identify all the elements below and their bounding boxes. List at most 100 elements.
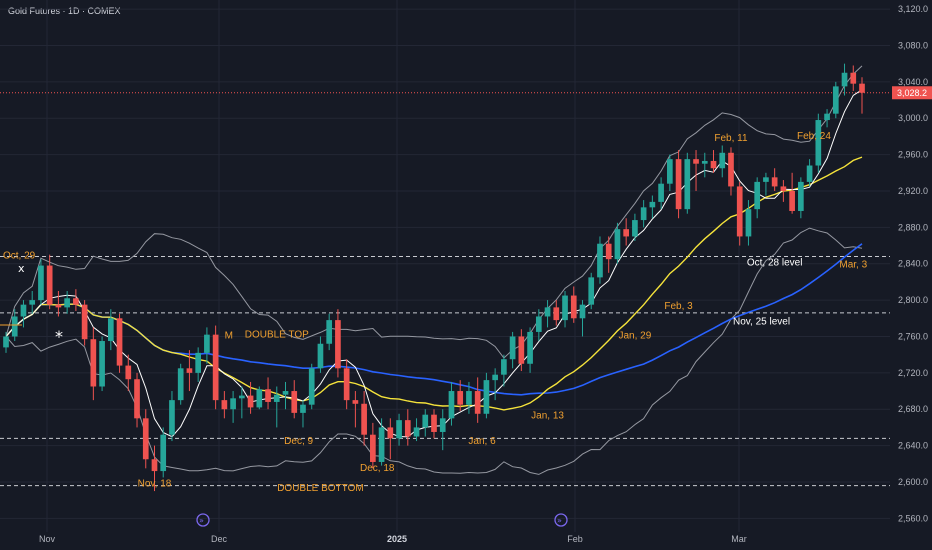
annotation-label: DOUBLE BOTTOM: [277, 483, 364, 494]
candle-body: [73, 298, 79, 305]
candle-body: [230, 398, 236, 410]
annotation-label: Dec, 9: [284, 436, 313, 447]
annotation-label: Jan, 29: [618, 330, 651, 341]
y-tick-label: 2,920.0: [898, 186, 928, 196]
candle-body: [754, 181, 761, 210]
candle-body: [343, 368, 350, 401]
candle-body: [134, 379, 140, 419]
lower-band-line: [5, 227, 863, 475]
current-price-tag: 3,028.2: [892, 86, 932, 100]
annotation-label: Nov, 18: [138, 479, 172, 490]
candle-body: [763, 177, 769, 182]
y-tick-label: 3,000.0: [898, 113, 928, 123]
current-price-value: 3,028.2: [897, 88, 927, 98]
y-tick-label: 2,880.0: [898, 222, 928, 232]
candle-body: [684, 159, 691, 210]
candle-body: [710, 160, 717, 169]
sma-mid-line: [5, 156, 863, 411]
candle-body: [675, 159, 682, 210]
annotation-label: Oct, 28 level: [747, 258, 803, 269]
x-tick-label: Feb: [567, 534, 583, 544]
candle-body: [370, 434, 376, 462]
candle-body: [317, 343, 324, 369]
cross-marker-icon: x: [18, 262, 25, 275]
candle-body: [247, 395, 254, 408]
candle-body: [509, 336, 516, 360]
y-tick-label: 2,960.0: [898, 150, 928, 160]
annotation-label: Jan, 6: [468, 436, 496, 447]
candle-body: [439, 418, 446, 432]
candle-body: [38, 265, 44, 301]
candle-body: [256, 389, 263, 408]
candle-body: [789, 190, 795, 211]
candle-body: [640, 207, 647, 221]
candle-body: [265, 389, 271, 402]
candle-body: [169, 400, 175, 435]
candles[interactable]: [3, 63, 865, 492]
time-axis: Nov Dec 2025 Feb Mar: [39, 534, 747, 544]
candle-body: [238, 395, 245, 399]
event-arrow-icon: »: [557, 516, 562, 525]
y-tick-label: 3,080.0: [898, 40, 928, 50]
event-icons[interactable]: » »: [196, 513, 568, 527]
candle-body: [649, 201, 656, 208]
candle-body: [466, 391, 472, 405]
x-tick-label: Mar: [731, 534, 747, 544]
candle-body: [151, 459, 158, 472]
candle-body: [535, 316, 542, 332]
candle-body: [90, 339, 97, 387]
candle-body: [614, 229, 621, 260]
annotation-label: Feb, 3: [664, 301, 693, 312]
annotations: Oct, 29 Nov, 18 Dec, 9 Dec, 18 Jan, 6 Jan, 13…: [3, 131, 868, 494]
candle-body: [527, 331, 533, 364]
candle-body: [142, 418, 149, 460]
candle-body: [597, 243, 603, 278]
candle-body: [623, 229, 630, 237]
candle-body: [116, 318, 123, 366]
candle-body: [195, 352, 202, 373]
candle-body: [850, 72, 857, 84]
candle-body: [815, 120, 822, 166]
candle-body: [204, 334, 210, 353]
candle-body: [378, 427, 385, 462]
annotation-label: M: [225, 330, 233, 341]
candle-body: [64, 298, 70, 308]
candle-body: [422, 414, 429, 428]
candle-body: [448, 391, 455, 419]
event-icon[interactable]: [196, 513, 210, 527]
candle-body: [361, 403, 367, 435]
annotation-label: Nov, 25 level: [733, 317, 790, 328]
event-icon[interactable]: [554, 513, 568, 527]
candle-body: [518, 336, 525, 364]
candle-body: [780, 186, 787, 191]
candle-body: [29, 300, 36, 305]
candle-body: [160, 434, 167, 472]
y-tick-label: 3,040.0: [898, 77, 928, 87]
annotation-label: Feb, 24: [797, 131, 831, 142]
candle-body: [431, 414, 437, 432]
candle-body: [20, 304, 27, 317]
annotation-label: Feb, 11: [714, 133, 748, 144]
candle-body: [326, 320, 333, 344]
candle-body: [291, 391, 298, 413]
candle-body: [387, 427, 394, 439]
y-tick-label: 2,760.0: [898, 331, 928, 341]
candle-body: [736, 186, 743, 237]
annotation-label: DOUBLE TOP: [245, 329, 309, 340]
chart-title: Gold Futures · 1D · COMEX: [8, 6, 121, 16]
candle-body: [492, 374, 498, 381]
candle-body: [579, 304, 586, 319]
candle-body: [282, 391, 289, 395]
candle-body: [553, 307, 560, 321]
bollinger-bands: [5, 65, 863, 475]
x-tick-label: Dec: [211, 534, 228, 544]
y-tick-label: 2,680.0: [898, 404, 928, 414]
candle-body: [841, 72, 848, 87]
candle-body: [562, 295, 568, 321]
candle-body: [125, 365, 132, 380]
candle-body: [728, 152, 734, 187]
candle-body: [335, 320, 341, 369]
candle-body: [501, 359, 507, 375]
candle-body: [632, 220, 638, 237]
